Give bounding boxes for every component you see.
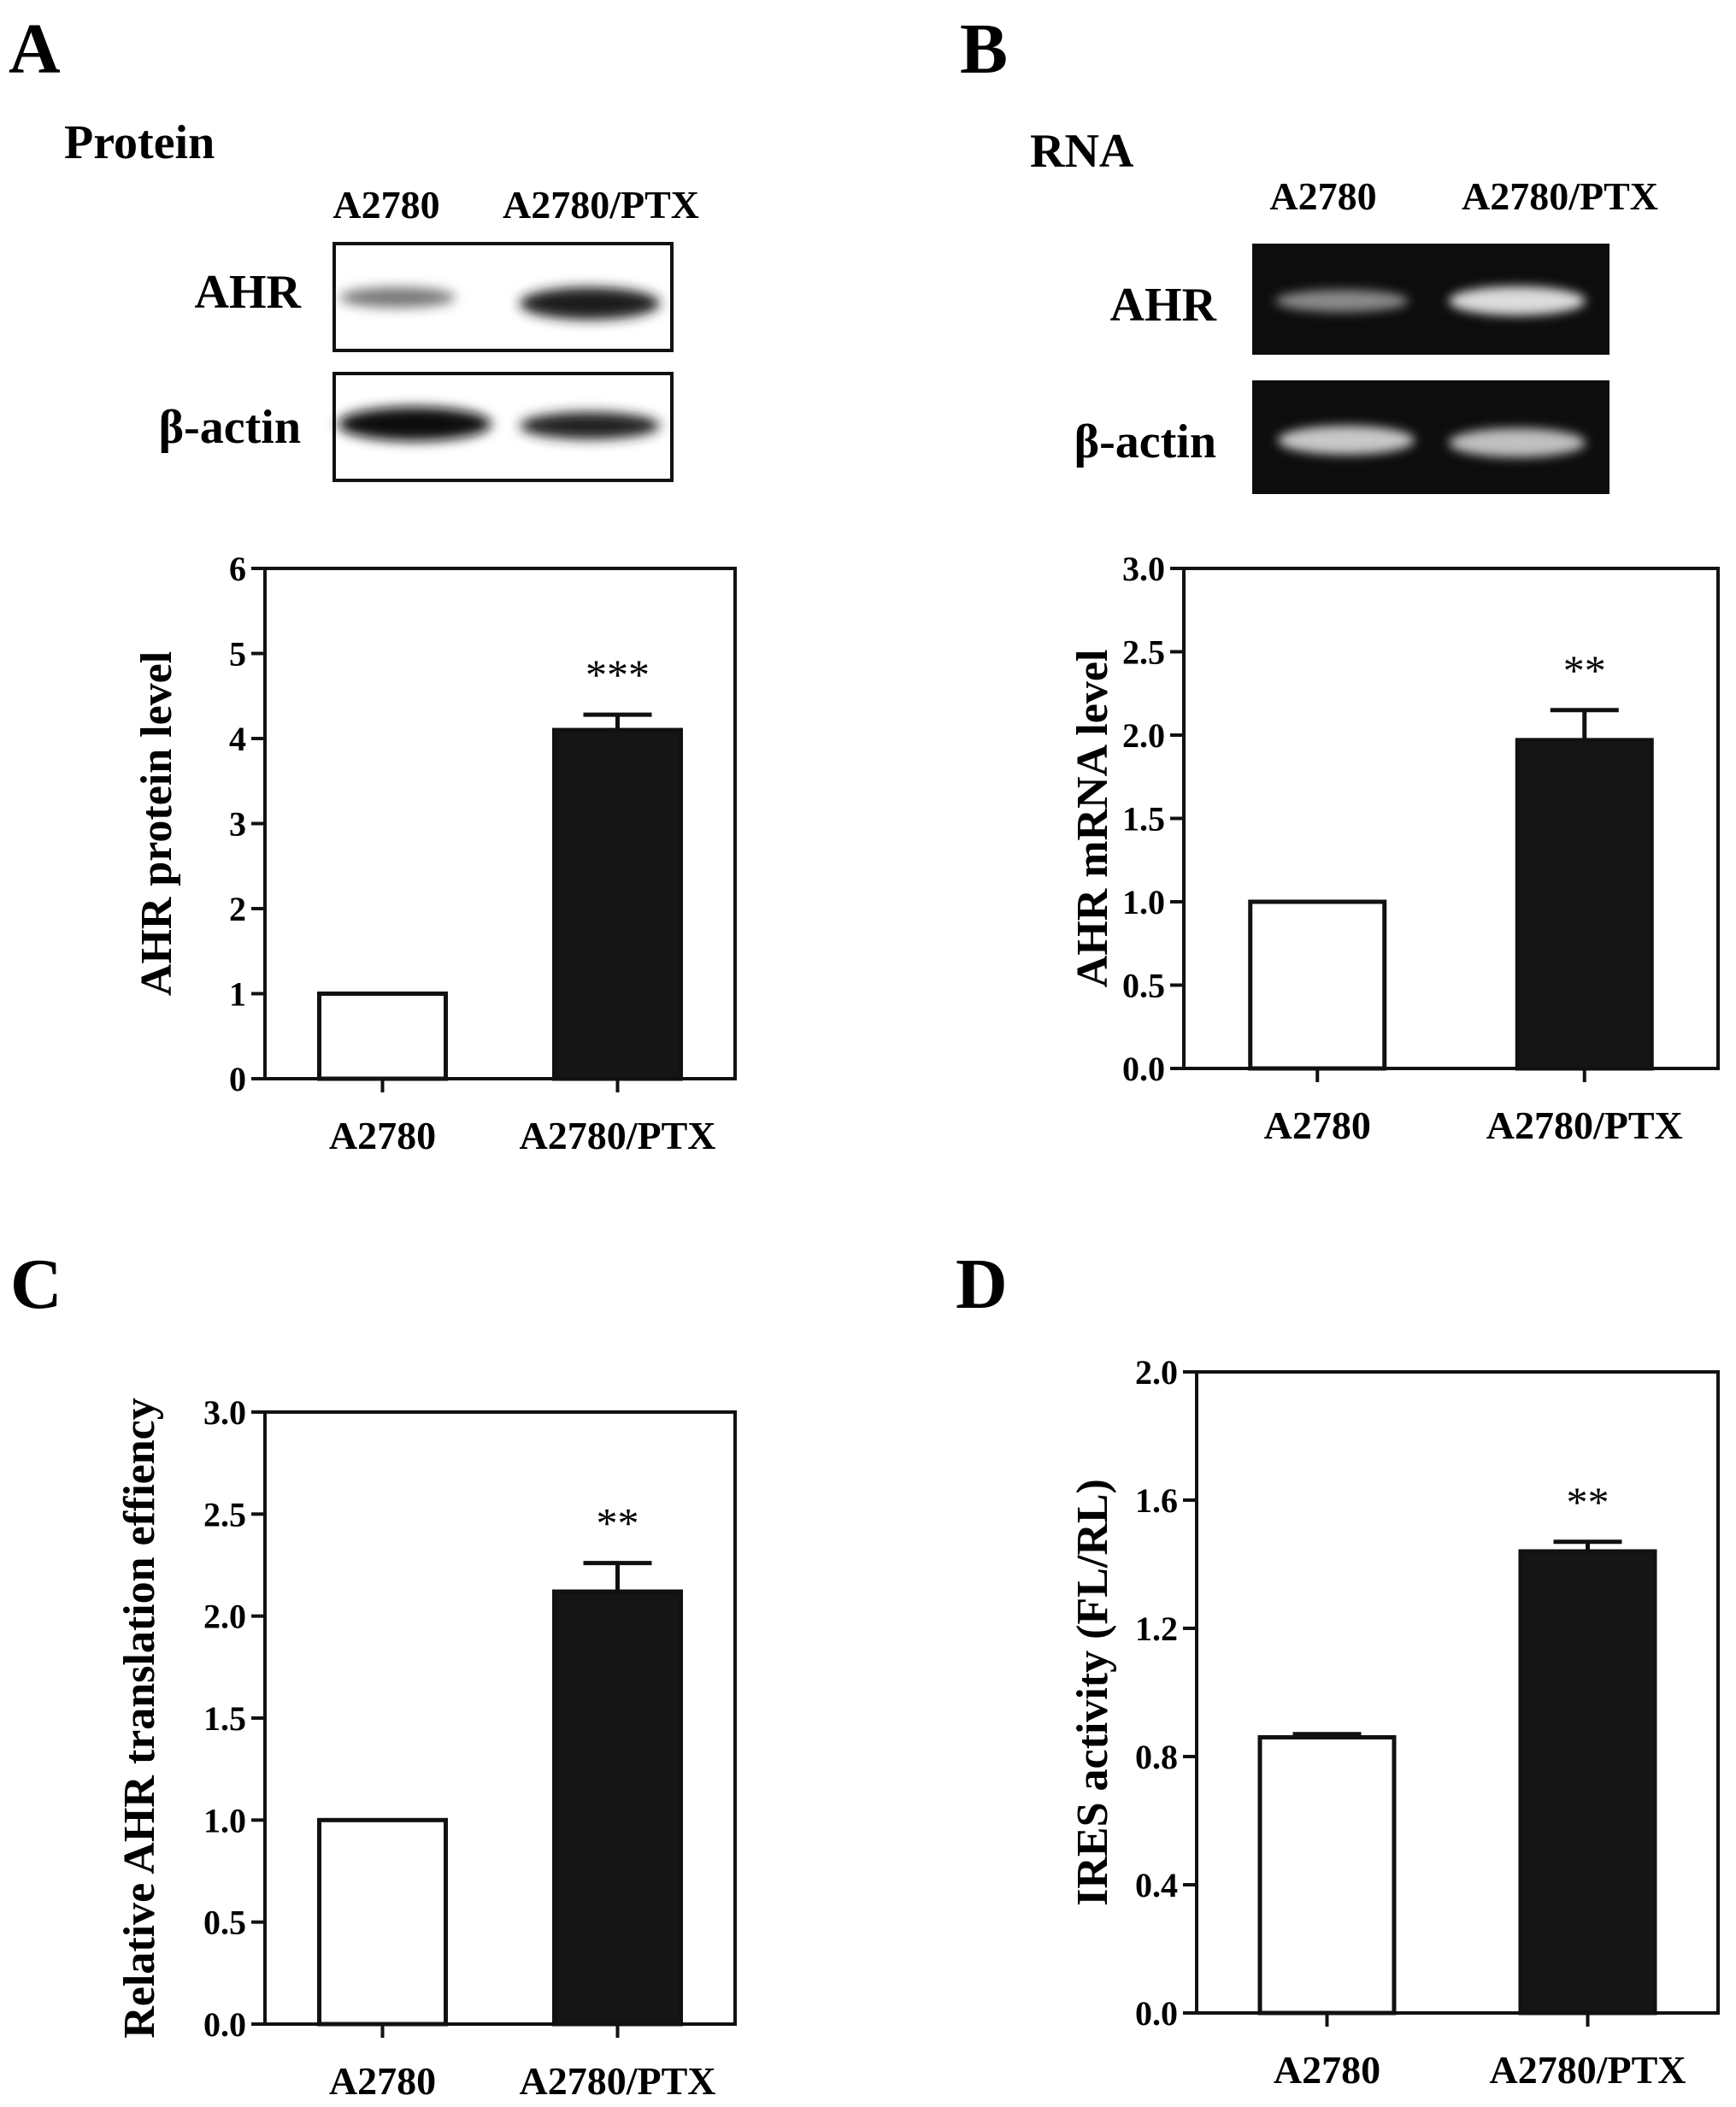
bar-1 <box>1248 899 1387 1071</box>
y-tick-label: 2.5 <box>1122 633 1165 672</box>
y-tick-label: 2.0 <box>1122 716 1165 755</box>
bar-chart-ahr-protein: 0 1 2 3 4 5 6 AHR protein level A2780 *** A2780/PT… <box>132 550 737 1157</box>
panel-b: B RNA A2780 A2780/PTX AHR β-actin <box>960 9 1658 494</box>
y-axis-label: AHR mRNA level <box>1068 650 1117 988</box>
bar-chart-ires-activity: 0.0 0.4 0.8 1.2 1.6 2.0 IRES activity (FL/RL) A… <box>1068 1353 1720 2092</box>
y-tick-label: 0.0 <box>1135 1994 1178 2033</box>
y-axis-label: Relative AHR translation effiency <box>115 1398 164 2039</box>
bar-1 <box>317 992 448 1081</box>
panel-letter-b: B <box>960 9 1008 89</box>
y-tick-label: 0.5 <box>203 1904 246 1942</box>
bar-2 <box>1518 1549 1657 2016</box>
y-tick-label: 1.0 <box>1122 883 1165 921</box>
y-tick-label: 6 <box>229 550 246 588</box>
bar-2 <box>1515 738 1654 1071</box>
significance-marker: ** <box>1563 646 1606 694</box>
y-tick-label: 1 <box>229 975 246 1014</box>
y-tick-label: 1.6 <box>1135 1481 1178 1520</box>
significance-marker: ** <box>1567 1478 1609 1526</box>
gel-row-label-ahr: AHR <box>1110 279 1217 332</box>
x-category-label: A2780 <box>1274 2048 1380 2092</box>
y-tick-label: 0.4 <box>1135 1866 1178 1904</box>
y-tick-label: 2 <box>229 890 246 928</box>
y-tick-label: 4 <box>229 720 246 758</box>
y-tick-label: 3.0 <box>1122 550 1165 588</box>
y-tick-label: 1.0 <box>203 1801 246 1839</box>
x-category-label: A2780/PTX <box>1490 2048 1686 2092</box>
x-category-label: A2780 <box>1264 1104 1371 1147</box>
western-row-label-actin: β-actin <box>159 401 301 454</box>
rna-gel: AHR β-actin <box>1074 244 1609 494</box>
y-tick-label: 1.2 <box>1135 1610 1178 1648</box>
y-tick-label: 5 <box>229 635 246 674</box>
y-tick-label: 0.5 <box>1122 967 1165 1005</box>
x-category-label: A2780 <box>329 2059 436 2103</box>
y-tick-label: 3.0 <box>203 1393 246 1432</box>
bar-2 <box>552 1589 683 2027</box>
gel-band-ahr-lane1 <box>1275 290 1409 312</box>
y-tick-label: 0 <box>229 1060 246 1098</box>
bar-1 <box>1257 1735 1397 2016</box>
panel-letter-c: C <box>10 1245 62 1324</box>
bar-2 <box>552 727 683 1081</box>
western-band-ahr-lane1 <box>339 287 456 308</box>
y-tick-label: 0.0 <box>1122 1050 1165 1088</box>
x-category-label: A2780/PTX <box>520 2059 716 2103</box>
y-tick-label: 0.8 <box>1135 1738 1178 1776</box>
y-tick-label: 2.0 <box>1135 1353 1178 1392</box>
gel-row-label-actin: β-actin <box>1074 415 1216 468</box>
bar-1 <box>317 1817 448 2027</box>
y-tick-label: 2.5 <box>203 1495 246 1533</box>
y-tick-label: 1.5 <box>1122 800 1165 839</box>
y-tick-label: 3 <box>229 805 246 844</box>
bar-chart-translation-efficiency: 0.0 0.5 1.0 1.5 2.0 2.5 3.0 Relative AHR transl… <box>115 1393 737 2103</box>
gel-lane-label-1: A2780 <box>1269 174 1376 218</box>
significance-marker: ** <box>597 1499 639 1547</box>
x-category-label: A2780/PTX <box>1486 1104 1683 1147</box>
y-axis-label: AHR protein level <box>132 651 181 996</box>
section-title-rna: RNA <box>1030 125 1134 178</box>
gel-band-actin-lane2 <box>1449 428 1586 457</box>
y-tick-label: 0.0 <box>203 2005 246 2044</box>
western-row-label-ahr: AHR <box>195 266 302 319</box>
y-axis-label: IRES activity (FL/RL) <box>1068 1479 1117 1906</box>
panel-letter-d: D <box>956 1245 1008 1324</box>
plot-frame <box>1195 1370 1720 2015</box>
western-blot: AHR β-actin <box>159 242 674 482</box>
y-tick-label: 2.0 <box>203 1598 246 1636</box>
section-title-protein: Protein <box>64 116 215 169</box>
western-lane-label-2: A2780/PTX <box>503 183 699 227</box>
western-band-actin-lane2 <box>520 412 660 439</box>
gel-band-ahr-lane2 <box>1449 286 1586 315</box>
y-tick-label: 1.5 <box>203 1699 246 1738</box>
gel-band-actin-lane1 <box>1278 426 1415 455</box>
western-lane-label-1: A2780 <box>332 183 439 227</box>
x-category-label: A2780/PTX <box>520 1114 716 1157</box>
gel-lane-label-2: A2780/PTX <box>1462 174 1658 218</box>
significance-marker: *** <box>586 650 650 698</box>
panel-a: A Protein A2780 A2780/PTX AHR β-actin <box>9 9 699 482</box>
panel-letter-a: A <box>9 9 61 89</box>
x-category-label: A2780 <box>329 1114 436 1157</box>
western-band-ahr-lane2 <box>520 287 660 320</box>
western-band-actin-lane1 <box>338 407 491 441</box>
bar-chart-ahr-mrna: 0.0 0.5 1.0 1.5 2.0 2.5 3.0 AHR mRNA level A2780… <box>1068 550 1720 1147</box>
